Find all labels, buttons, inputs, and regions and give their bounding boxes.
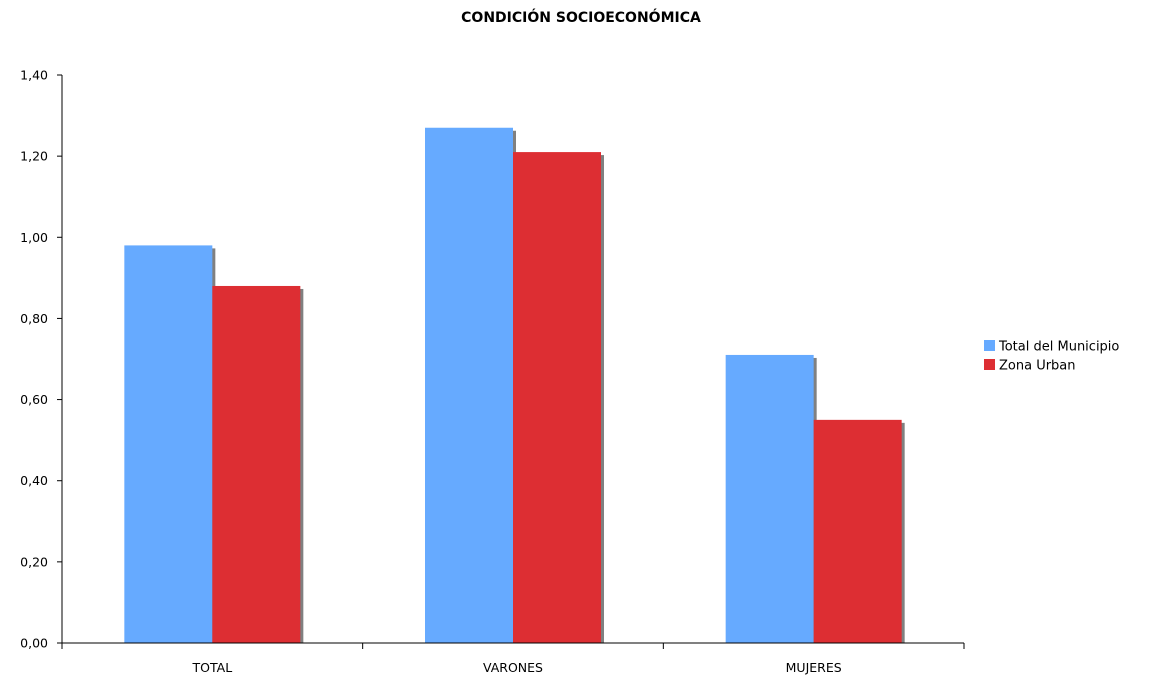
bar-total-series-1 xyxy=(124,245,213,643)
chart-title: CONDICIÓN SOCIOECONÓMICA xyxy=(461,8,701,26)
x-tick-label: TOTAL xyxy=(192,660,233,675)
legend: Total del Municipio Zona Urban xyxy=(984,340,1119,374)
bars xyxy=(124,127,902,644)
y-tick-labels: 0,00 0,20 0,40 0,60 0,80 1,00 1,20 1,40 xyxy=(20,68,48,651)
bar-mujeres-series-2 xyxy=(813,419,902,643)
y-tick-label: 0,40 xyxy=(20,473,48,488)
bar-varones-series-1 xyxy=(425,127,513,643)
legend-swatch xyxy=(984,340,995,351)
legend-swatch xyxy=(984,359,995,370)
y-tick-label: 0,60 xyxy=(20,392,48,407)
axes xyxy=(57,74,965,649)
bar-mujeres-series-1 xyxy=(725,354,814,643)
y-tick-label: 1,20 xyxy=(20,149,48,164)
legend-label: Total del Municipio xyxy=(998,340,1119,355)
bar-varones-series-2 xyxy=(513,152,601,644)
y-tick-label: 1,40 xyxy=(20,68,48,83)
y-tick-label: 0,80 xyxy=(20,311,48,326)
y-tick-label: 0,20 xyxy=(20,554,48,569)
y-tick-label: 0,00 xyxy=(20,636,48,651)
legend-label: Zona Urban xyxy=(999,359,1076,374)
x-tick-label: VARONES xyxy=(483,660,543,675)
x-tick-label: MUJERES xyxy=(786,660,842,675)
y-tick-label: 1,00 xyxy=(20,230,48,245)
bar-total-series-2 xyxy=(212,285,301,643)
x-tick-labels: TOTAL VARONES MUJERES xyxy=(192,660,842,675)
